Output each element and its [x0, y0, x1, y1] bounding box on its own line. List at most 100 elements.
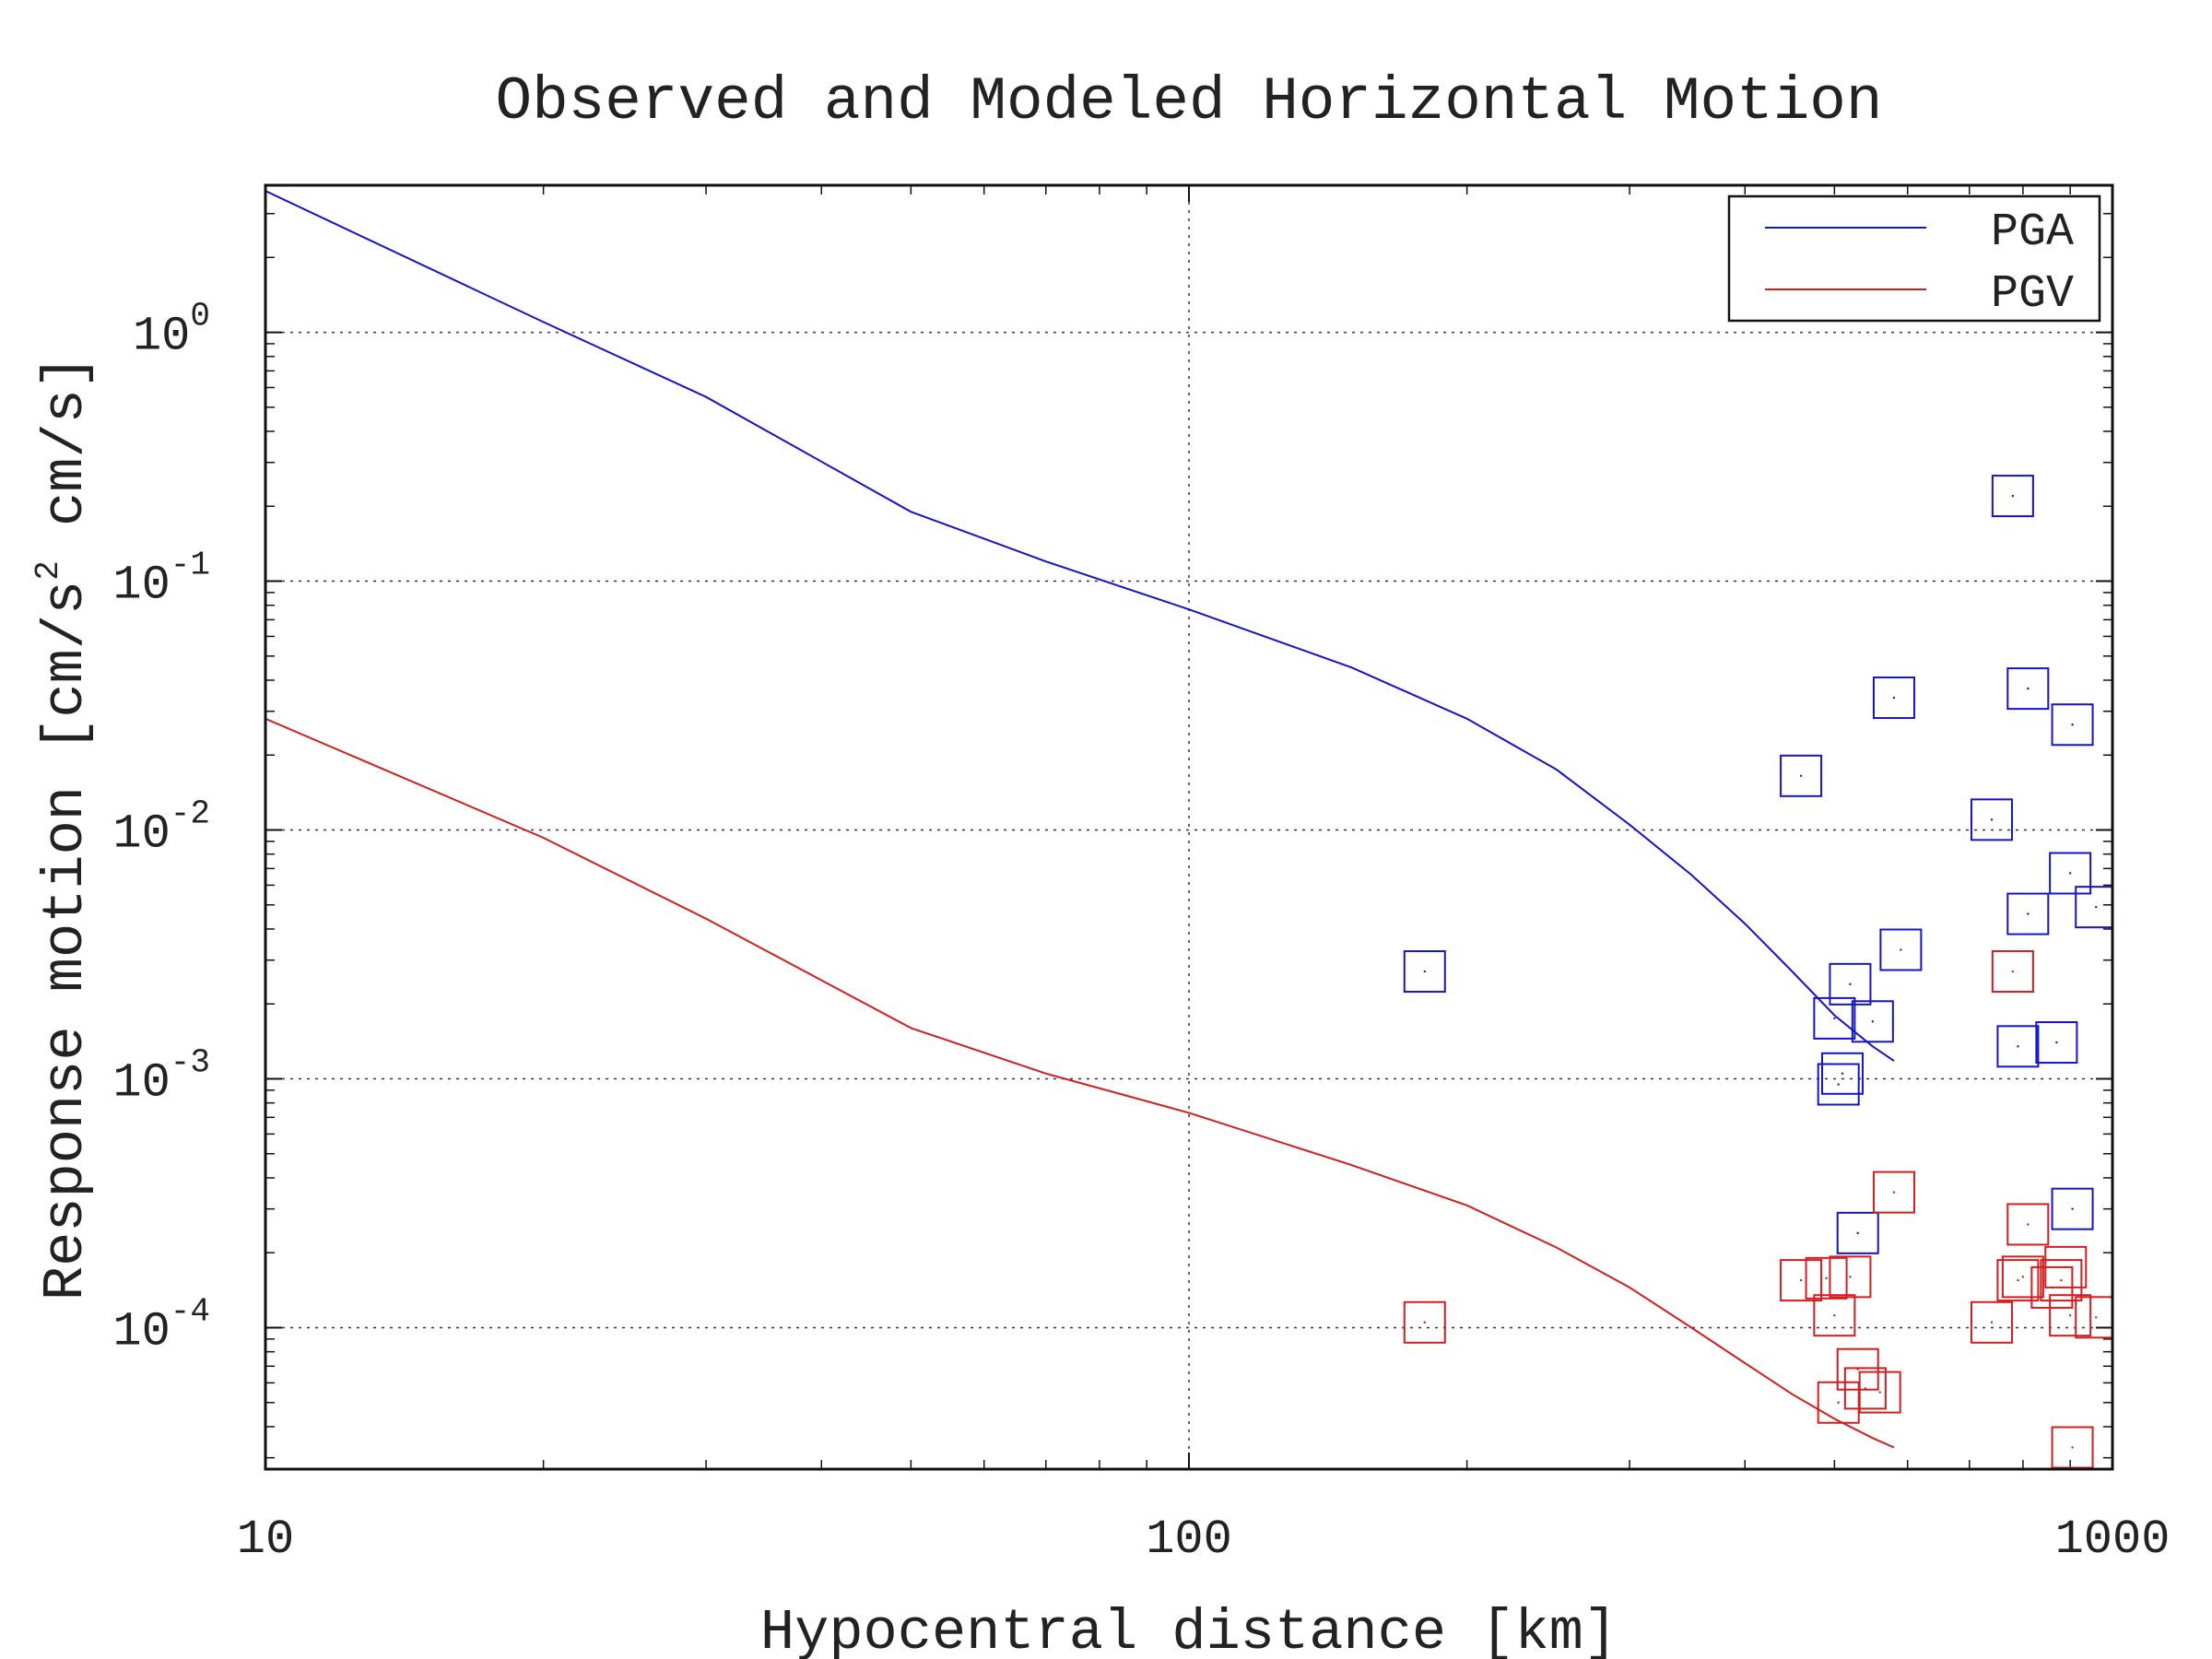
observed-point-center-pgv — [2068, 1313, 2072, 1317]
observed-point-pga — [2051, 1187, 2094, 1230]
observed-point-pga — [1780, 754, 1823, 797]
observed-point-pga — [1879, 928, 1923, 971]
observed-point-pga — [1813, 996, 1856, 1040]
grid — [265, 185, 2112, 1469]
observed-point-pgv — [1829, 1255, 1872, 1299]
observed-point-center-pga — [2068, 872, 2072, 875]
observed-point-pga — [1836, 1211, 1879, 1254]
observed-point-pgv — [2044, 1245, 2088, 1288]
observed-point-center-pgv — [1837, 1401, 1840, 1404]
observed-point-pga — [2006, 667, 2050, 711]
observed-point-center-pgv — [1990, 1321, 1994, 1324]
observed-point-center-pgv — [2011, 970, 2015, 973]
observed-point-pga — [2049, 852, 2092, 895]
y-tick-label: 10-2 — [112, 795, 210, 862]
observed-point-center-pga — [2055, 1041, 2058, 1044]
observed-point-center-pga — [2027, 912, 2030, 915]
observed-point-center-pga — [1849, 982, 1852, 986]
observed-point-pga — [2075, 886, 2112, 929]
observed-point-center-pga — [1423, 970, 1426, 973]
observed-point-center-pga — [1892, 696, 1896, 700]
observed-point-pga — [2035, 1021, 2078, 1065]
observed-point-pga — [1970, 798, 2013, 841]
observed-point-pgv — [1996, 1259, 2040, 1302]
observed-point-center-pgv — [1878, 1391, 1881, 1394]
observed-point-pga — [1851, 1000, 1894, 1043]
observed-point-center-pga — [1990, 818, 1994, 821]
observed-point-center-pga — [2011, 494, 2015, 498]
observed-point-pga — [1996, 1025, 2040, 1068]
observed-point-center-pgv — [2065, 1265, 2067, 1269]
observed-point-center-pga — [1856, 1231, 1859, 1235]
observed-point-pgv — [1843, 1367, 1887, 1410]
observed-point-center-pgv — [2021, 1276, 2025, 1278]
y-axis-label: Response motion [cm/s2 cm/s] — [29, 355, 99, 1300]
observed-point-pgv — [1858, 1371, 1901, 1414]
series-layer — [265, 190, 2112, 1469]
observed-point-pgv — [1970, 1300, 2013, 1344]
legend-label-pga: PGA — [1991, 206, 2074, 259]
observed-point-pga — [1820, 1052, 1864, 1095]
observed-point-pgv — [1991, 950, 2034, 994]
observed-point-center-pga — [2071, 1207, 2074, 1210]
y-tick-label: 100 — [133, 298, 210, 364]
y-axis-label-tail: cm/s] — [33, 355, 99, 560]
x-tick-label: 100 — [1146, 1512, 1232, 1567]
observed-point-pgv — [2075, 1296, 2112, 1339]
observed-point-center-pgv — [2017, 1278, 2019, 1282]
plot-frame — [264, 183, 2114, 1471]
observed-point-center-pga — [1837, 1083, 1840, 1086]
observed-point-center-pgv — [1864, 1387, 1867, 1390]
y-tick-label: 10-4 — [112, 1292, 210, 1359]
observed-point-center-pgv — [2027, 1223, 2030, 1226]
model-line-pgv — [265, 717, 1895, 1449]
observed-point-pga — [2051, 703, 2094, 747]
observed-point-pga — [1991, 475, 2034, 518]
observed-point-center-pga — [1871, 1020, 1875, 1023]
observed-point-pgv — [1836, 1347, 1879, 1391]
observed-point-pgv — [1780, 1259, 1823, 1302]
observed-points-pgv — [1403, 950, 2112, 1469]
observed-point-center-pgv — [2071, 1446, 2074, 1449]
observed-point-center-pgv — [1799, 1278, 1803, 1282]
observed-point-pga — [1403, 950, 1446, 994]
observed-point-center-pga — [2027, 687, 2030, 690]
observed-point-pgv — [2051, 1426, 2094, 1469]
legend-label-pgv: PGV — [1991, 268, 2074, 321]
observed-point-pgv — [1813, 1294, 1856, 1337]
chart-title: Observed and Modeled Horizontal Motion — [495, 67, 1882, 136]
observed-point-center-pga — [1841, 1072, 1844, 1075]
y-axis-label-superscript: 2 — [29, 560, 67, 581]
observed-point-pgv — [1805, 1256, 1848, 1300]
observed-point-center-pgv — [1849, 1276, 1852, 1278]
x-tick-label: 10 — [237, 1512, 294, 1567]
legend-box — [1727, 194, 2101, 323]
observed-point-pga — [2006, 892, 2050, 935]
observed-point-center-pga — [2095, 905, 2098, 909]
observed-point-pga — [1817, 1063, 1860, 1106]
x-axis-label: Hypocentral distance [km] — [760, 1600, 1618, 1659]
y-tick-label: 10-1 — [112, 547, 210, 613]
observed-point-center-pgv — [1833, 1313, 1836, 1317]
y-axis-label-main: Response motion [cm/s — [33, 581, 99, 1300]
observed-point-center-pgv — [1423, 1321, 1426, 1324]
observed-point-pgv — [1403, 1300, 1446, 1344]
observed-point-pgv — [1872, 1171, 1915, 1214]
observed-point-center-pga — [1900, 948, 1902, 951]
tick-labels: 10 100 1000 100 10-1 10-2 10-3 10-4 — [112, 298, 2170, 1567]
observed-point-pga — [1872, 677, 1915, 720]
observed-point-center-pgv — [2060, 1278, 2063, 1282]
x-tick-label: 1000 — [2055, 1512, 2171, 1567]
observed-point-center-pgv — [1825, 1277, 1828, 1280]
observed-point-center-pgv — [1892, 1191, 1896, 1194]
model-line-pga — [265, 190, 1895, 1062]
observed-point-center-pga — [1833, 1017, 1836, 1020]
observed-point-pgv — [2006, 1203, 2050, 1246]
y-tick-label: 10-3 — [112, 1044, 210, 1111]
observed-point-pgv — [2040, 1259, 2083, 1302]
observed-point-center-pgv — [2095, 1316, 2098, 1319]
observed-point-pgv — [2049, 1294, 2092, 1337]
observed-point-pga — [1829, 962, 1872, 1006]
observed-point-center-pga — [1799, 774, 1803, 778]
